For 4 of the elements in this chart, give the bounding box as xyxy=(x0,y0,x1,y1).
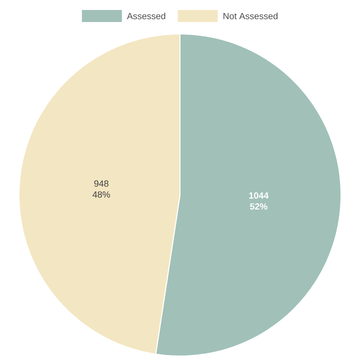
data-label: 948 48% xyxy=(92,180,110,198)
legend-label: Not Assessed xyxy=(224,12,278,20)
legend-label: Assessed xyxy=(126,12,166,20)
data-label: 1044 52% xyxy=(249,192,269,210)
